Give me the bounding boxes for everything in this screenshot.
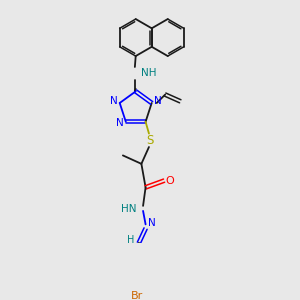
- Text: O: O: [166, 176, 174, 186]
- Text: HN: HN: [121, 204, 136, 214]
- Text: Br: Br: [131, 291, 143, 300]
- Text: N: N: [148, 218, 156, 228]
- Text: N: N: [116, 118, 124, 128]
- Text: NH: NH: [141, 68, 156, 78]
- Text: S: S: [146, 134, 154, 147]
- Text: N: N: [110, 96, 118, 106]
- Text: H: H: [127, 235, 134, 245]
- Text: N: N: [154, 96, 161, 106]
